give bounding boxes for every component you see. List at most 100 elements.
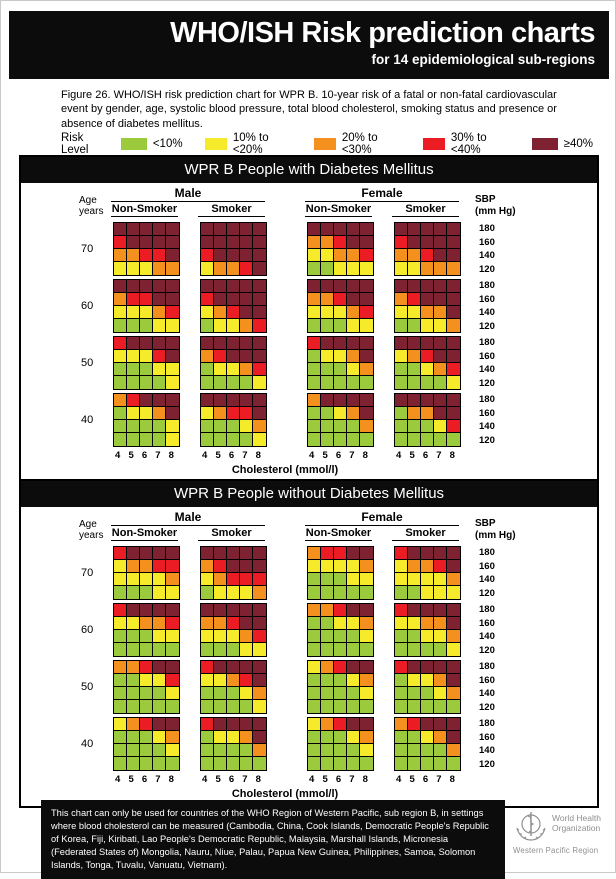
risk-cell xyxy=(347,280,360,293)
risk-cell xyxy=(153,604,166,617)
risk-cell xyxy=(321,744,334,757)
risk-cell xyxy=(240,718,253,731)
risk-cell xyxy=(140,236,153,249)
risk-cell xyxy=(214,687,227,700)
risk-cell xyxy=(140,363,153,376)
risk-cell xyxy=(140,643,153,656)
risk-cell xyxy=(240,376,253,389)
male-label: Male xyxy=(111,186,265,202)
risk-grid-female_smoker-age-60 xyxy=(394,603,461,657)
risk-cell xyxy=(153,731,166,744)
risk-cell xyxy=(421,306,434,319)
risk-grid-male_smoker-age-50 xyxy=(200,336,267,390)
risk-cell xyxy=(153,293,166,306)
risk-cell xyxy=(114,394,127,407)
risk-cell xyxy=(227,262,240,275)
risk-cell xyxy=(127,586,140,599)
risk-cell xyxy=(253,731,266,744)
risk-panel-without-diabetes: WPR B People without Diabetes Mellitus Ag… xyxy=(19,479,599,808)
risk-cell xyxy=(240,394,253,407)
risk-cell xyxy=(408,407,421,420)
cholesterol-tick: 5 xyxy=(322,450,328,461)
risk-grid-male_smoker-age-40 xyxy=(200,717,267,771)
risk-cell xyxy=(421,350,434,363)
risk-cell xyxy=(240,661,253,674)
risk-cell xyxy=(447,376,460,389)
risk-cell xyxy=(347,604,360,617)
age-block-60: 60 180 160 140 120 xyxy=(79,279,597,333)
risk-cell xyxy=(153,420,166,433)
risk-cell xyxy=(166,643,179,656)
risk-grid-male_nonsmoker-age-40 xyxy=(113,393,180,447)
risk-cell xyxy=(395,630,408,643)
cholesterol-tick: 7 xyxy=(155,774,161,785)
risk-cell xyxy=(153,319,166,332)
female-label: Female xyxy=(305,186,459,202)
risk-grid-female_nonsmoker-age-70 xyxy=(307,546,374,600)
risk-cell xyxy=(153,547,166,560)
risk-legend: Risk Level <10% 10% to <20% 20% to <30% … xyxy=(61,132,615,156)
risk-cell xyxy=(395,744,408,757)
risk-cell xyxy=(140,293,153,306)
risk-cell xyxy=(166,280,179,293)
risk-cell xyxy=(434,319,447,332)
sbp-axis-header: SBP (mm Hg) xyxy=(471,194,521,217)
risk-cell xyxy=(214,731,227,744)
risk-cell xyxy=(153,661,166,674)
cholesterol-tick: 5 xyxy=(215,450,221,461)
risk-cell xyxy=(114,420,127,433)
risk-cell xyxy=(308,573,321,586)
risk-cell xyxy=(334,236,347,249)
legend-swatch-darkred xyxy=(531,138,558,150)
risk-cell xyxy=(321,337,334,350)
risk-cell xyxy=(140,433,153,446)
risk-cell xyxy=(408,674,421,687)
risk-cell xyxy=(321,560,334,573)
risk-cell xyxy=(240,674,253,687)
sbp-labels: 180 160 140 120 xyxy=(473,546,519,600)
risk-cell xyxy=(308,433,321,446)
cholesterol-tick: 6 xyxy=(422,774,429,785)
risk-cell xyxy=(334,573,347,586)
risk-cell xyxy=(114,363,127,376)
risk-cell xyxy=(253,394,266,407)
male-smoker-label: Smoker xyxy=(198,527,265,541)
risk-cell xyxy=(127,687,140,700)
risk-cell xyxy=(395,573,408,586)
risk-cell xyxy=(334,337,347,350)
risk-cell xyxy=(360,630,373,643)
sbp-label: 140 xyxy=(479,688,495,700)
age-label: 40 xyxy=(81,414,94,426)
risk-cell xyxy=(408,350,421,363)
risk-cell xyxy=(114,306,127,319)
risk-cell xyxy=(201,757,214,770)
risk-cell xyxy=(127,293,140,306)
risk-cell xyxy=(140,674,153,687)
risk-cell xyxy=(334,293,347,306)
risk-grid-female_nonsmoker-age-40 xyxy=(307,717,374,771)
risk-cell xyxy=(153,573,166,586)
risk-grid-female_nonsmoker-age-70 xyxy=(307,222,374,276)
risk-cell xyxy=(308,700,321,713)
risk-cell xyxy=(240,731,253,744)
who-emblem-icon xyxy=(516,812,546,841)
risk-cell xyxy=(308,394,321,407)
cholesterol-tick: 7 xyxy=(242,450,248,461)
risk-cell xyxy=(140,573,153,586)
risk-cell xyxy=(253,700,266,713)
risk-cell xyxy=(321,376,334,389)
spacer xyxy=(178,527,198,541)
risk-cell xyxy=(395,687,408,700)
risk-cell xyxy=(127,280,140,293)
sbp-label: 180 xyxy=(479,337,495,348)
risk-cell xyxy=(214,617,227,630)
risk-cell xyxy=(447,687,460,700)
risk-cell xyxy=(240,757,253,770)
male-nonsmoker-label: Non-Smoker xyxy=(111,203,178,217)
risk-cell xyxy=(447,643,460,656)
risk-cell xyxy=(114,249,127,262)
risk-cell xyxy=(140,661,153,674)
